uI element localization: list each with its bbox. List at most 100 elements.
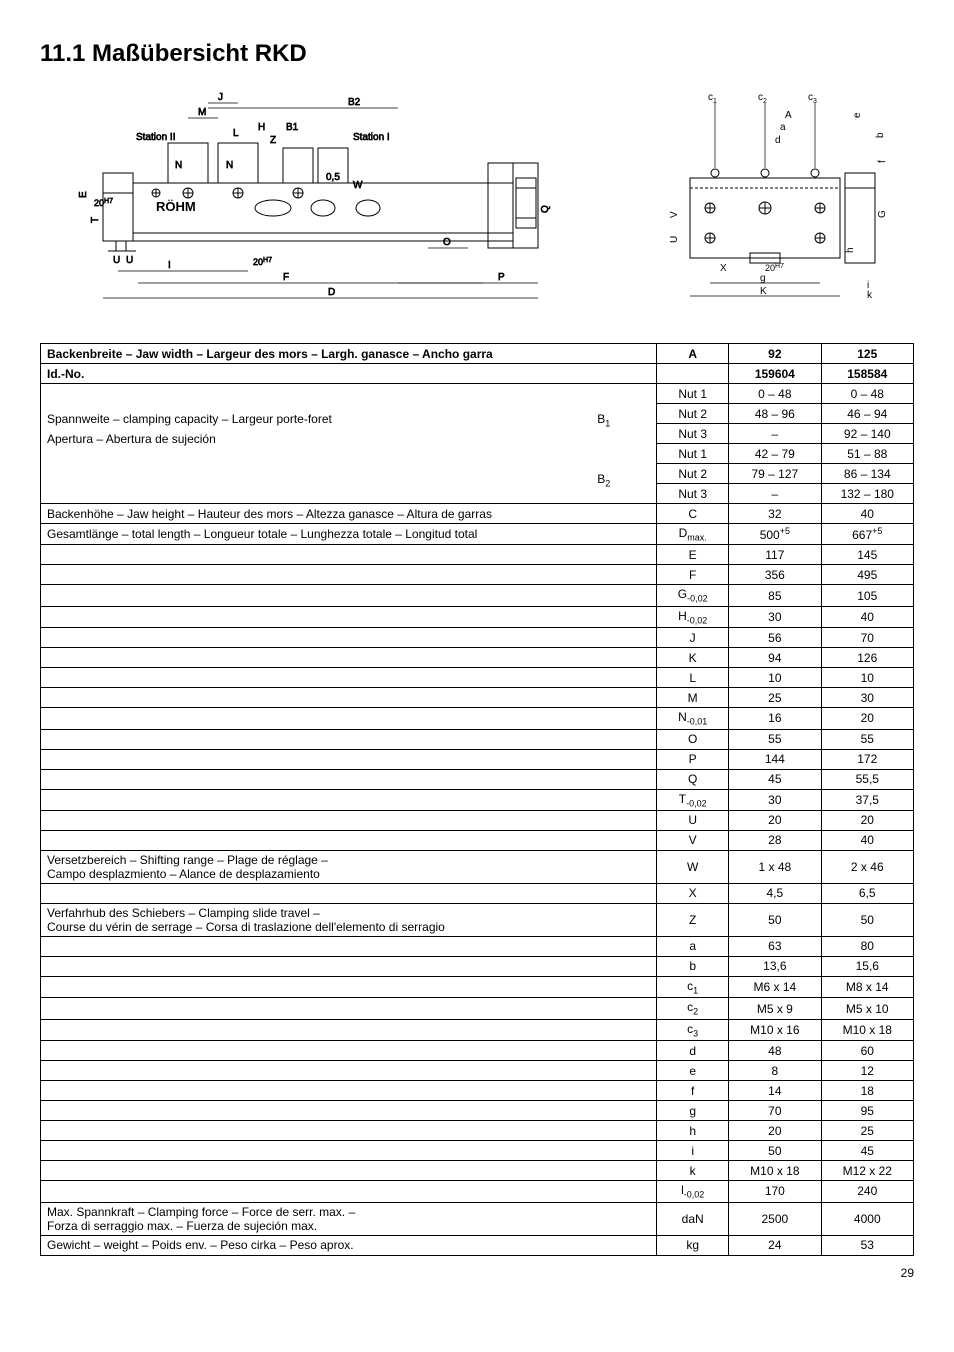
row-v1: 25 [729, 688, 821, 708]
w-row: Versetzbereich – Shifting range – Plage … [41, 850, 914, 883]
weight-v1: 24 [729, 1235, 821, 1255]
dim-p: P [498, 272, 505, 283]
z-row: Verfahrhub des Schiebers – Clamping slid… [41, 903, 914, 936]
row-sym: i [657, 1141, 729, 1161]
z-v1: 50 [729, 903, 821, 936]
row-label [41, 769, 657, 789]
row-v1: M10 x 18 [729, 1161, 821, 1181]
row-label [41, 729, 657, 749]
row-sym: b [657, 956, 729, 976]
dim-ra2: a [780, 122, 786, 133]
dim-rx: X [720, 263, 727, 274]
diagrams-container: RÖHM J M [40, 88, 914, 313]
b1-r1-v1: 48 – 96 [729, 404, 821, 424]
table-row: P144172 [41, 749, 914, 769]
dim-20h7-2a: 20 [253, 257, 263, 267]
row-v2: 12 [821, 1061, 913, 1081]
row-v1: 56 [729, 628, 821, 648]
row-label [41, 830, 657, 850]
force-v1: 2500 [729, 1202, 821, 1235]
dim-u2: U [126, 255, 133, 266]
idno-row: Id.-No. 159604 158584 [41, 364, 914, 384]
row-sym: d [657, 1041, 729, 1061]
b2-r2-v2: 132 – 180 [821, 484, 913, 504]
idno-sym [657, 364, 729, 384]
row-v2: 40 [821, 606, 913, 627]
dim-rf: f [877, 160, 888, 163]
z-l2: Course du vérin de serrage – Corsa di tr… [47, 920, 445, 934]
dim-r20b: H7 [775, 263, 784, 270]
table-row: L1010 [41, 668, 914, 688]
dim-n2: N [226, 160, 233, 171]
row-v2: 126 [821, 648, 913, 668]
dim-rb: b [875, 132, 886, 138]
row-v2: 15,6 [821, 956, 913, 976]
row-v1: 8 [729, 1061, 821, 1081]
force-row: Max. Spannkraft – Clamping force – Force… [41, 1202, 914, 1235]
row-v2: M10 x 18 [821, 1019, 913, 1040]
dim-t: T [90, 217, 101, 223]
row-v1: 30 [729, 789, 821, 810]
dim-n1: N [175, 160, 182, 171]
dim-rg: G [877, 210, 888, 218]
b1-r1-v2: 46 – 94 [821, 404, 913, 424]
dim-05: 0,5 [326, 172, 340, 183]
w-label: Versetzbereich – Shifting range – Plage … [41, 850, 657, 883]
row-v2: M5 x 10 [821, 998, 913, 1019]
dim-rkl: k [867, 290, 873, 301]
row-sym: C [657, 504, 729, 524]
table-row: V2840 [41, 830, 914, 850]
page-title: 11.1 Maßübersicht RKD [40, 40, 914, 68]
dim-r20a: 20 [765, 263, 775, 273]
table-row: Q4555,5 [41, 769, 914, 789]
b1-label: B1 [597, 412, 610, 428]
table-row: U2020 [41, 810, 914, 830]
row-v2: 105 [821, 585, 913, 606]
span-label-cell: Spannweite – clamping capacity – Largeur… [41, 384, 657, 504]
row-label [41, 1121, 657, 1141]
idno-v2: 158584 [821, 364, 913, 384]
row-sym: V [657, 830, 729, 850]
rohm-logo: RÖHM [156, 199, 196, 214]
force-l2: Forza di serraggio max. – Fuerza de suje… [47, 1219, 317, 1233]
b2-r1-v1: 79 – 127 [729, 464, 821, 484]
w-l1: Versetzbereich – Shifting range – Plage … [47, 853, 328, 867]
station-2-label: Station II [136, 132, 175, 143]
x-label [41, 883, 657, 903]
dim-ru: U [669, 236, 680, 243]
row-label [41, 749, 657, 769]
row-sym: E [657, 545, 729, 565]
row-v2: 495 [821, 565, 913, 585]
row-v2: M12 x 22 [821, 1161, 913, 1181]
row-v1: 48 [729, 1041, 821, 1061]
dim-d: D [328, 287, 335, 298]
table-row: E117145 [41, 545, 914, 565]
header-label: Backenbreite – Jaw width – Largeur des m… [41, 344, 657, 364]
weight-sym: kg [657, 1235, 729, 1255]
row-sym: P [657, 749, 729, 769]
idno-v1: 159604 [729, 364, 821, 384]
row-sym: M [657, 688, 729, 708]
dim-20h7-1b: H7 [104, 198, 113, 205]
table-row: G-0,0285105 [41, 585, 914, 606]
force-sym: daN [657, 1202, 729, 1235]
row-v2: 240 [821, 1181, 913, 1202]
table-row: h2025 [41, 1121, 914, 1141]
row-v1: 500+5 [729, 524, 821, 545]
row-sym: c1 [657, 976, 729, 997]
row-sym: k [657, 1161, 729, 1181]
x-sym: X [657, 883, 729, 903]
row-v2: 25 [821, 1121, 913, 1141]
b1-r2-v2: 92 – 140 [821, 424, 913, 444]
table-row: H-0,023040 [41, 606, 914, 627]
row-v1: 14 [729, 1081, 821, 1101]
row-v1: 20 [729, 1121, 821, 1141]
dim-u1: U [113, 255, 120, 266]
row-v1: M6 x 14 [729, 976, 821, 997]
row-v2: 60 [821, 1041, 913, 1061]
dim-z: Z [270, 135, 276, 146]
idno-label: Id.-No. [41, 364, 657, 384]
row-v1: 45 [729, 769, 821, 789]
dim-rh: h [845, 247, 856, 253]
row-v1: 170 [729, 1181, 821, 1202]
